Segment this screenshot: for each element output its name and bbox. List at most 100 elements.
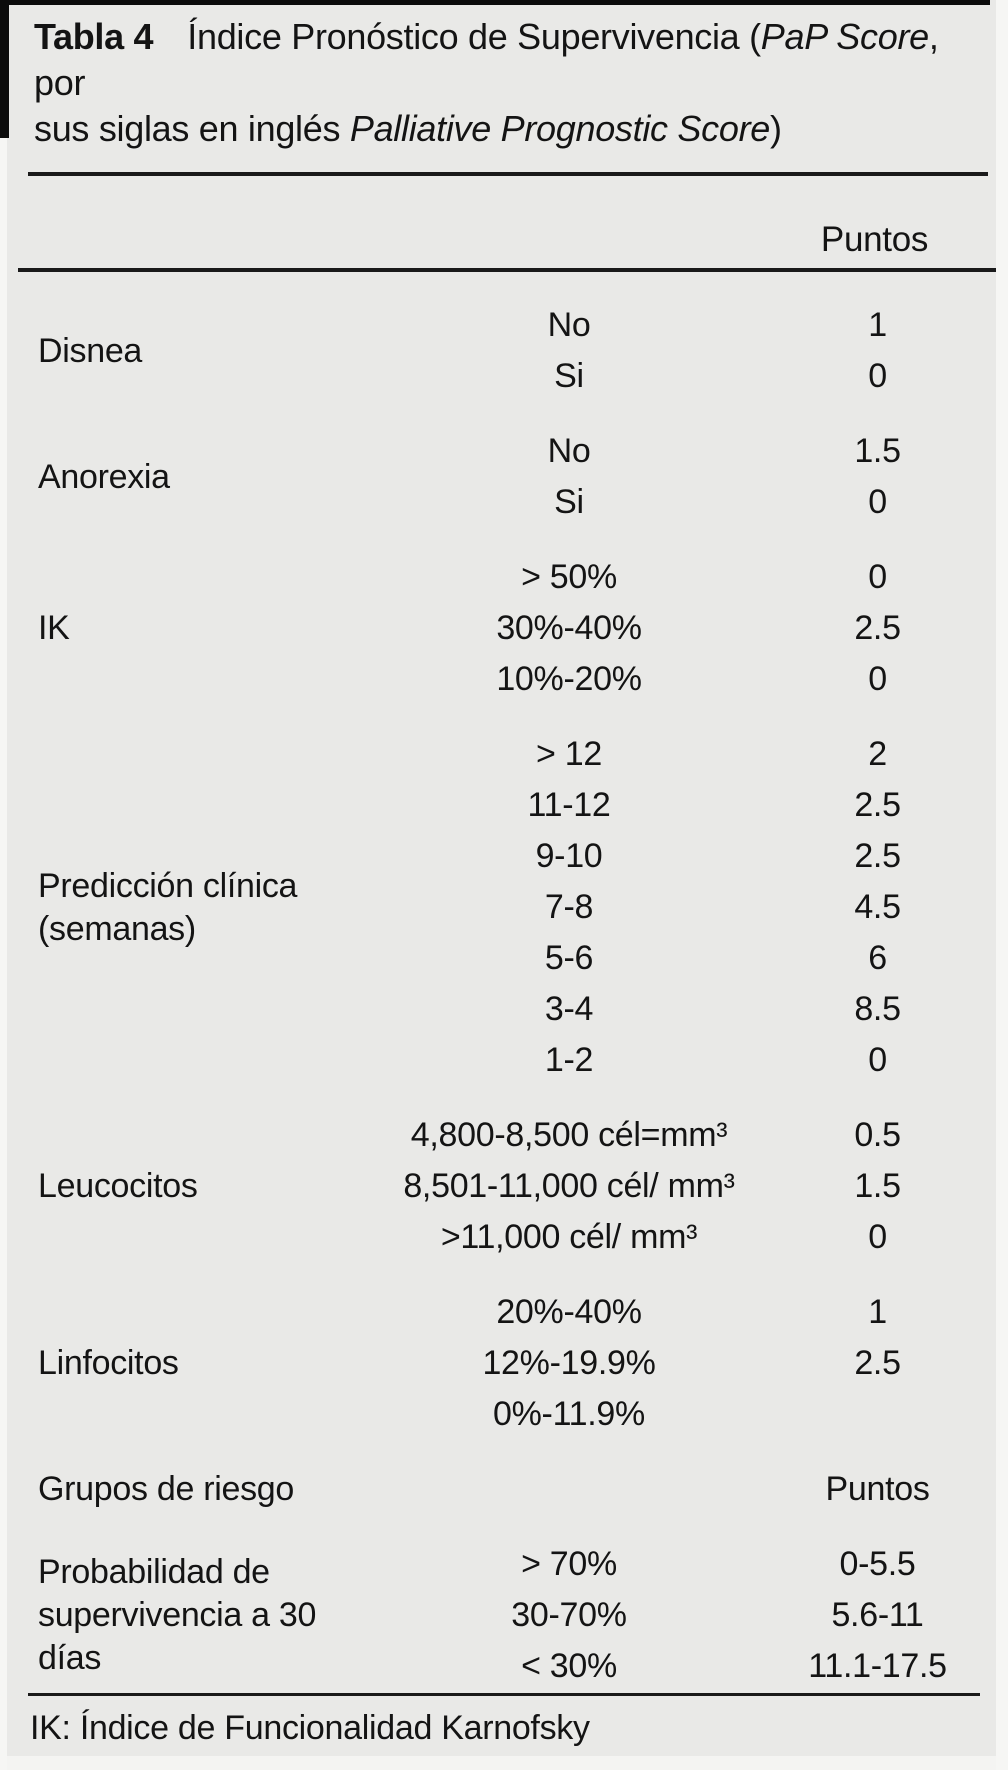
value-cell: No <box>547 432 591 470</box>
scan-edge-artifact-left <box>0 0 9 138</box>
value-cell: 30-70% <box>511 1596 627 1634</box>
points-cell: 4.5 <box>854 888 901 926</box>
table-row: > 70% 0-5.5 <box>368 1539 1008 1590</box>
table-row: 11-12 2.5 <box>368 780 1008 831</box>
table-row: 20%-40% 1 <box>368 1287 1008 1338</box>
value-cell: > 12 <box>536 735 602 773</box>
value-cell: 4,800-8,500 cél=mm³ <box>410 1116 728 1154</box>
points-cell: 2.5 <box>854 837 901 875</box>
points-cell: 5.6-11 <box>831 1596 924 1634</box>
points-cell: 2 <box>868 735 887 773</box>
group-rows: No 1.5 Si 0 <box>368 426 1008 528</box>
group-rows: > 12 2 11-12 2.5 9-10 2.5 7-8 4.5 5-6 <box>368 729 1008 1086</box>
table-title-block: Tabla 4 Índice Pronóstico de Supervivenci… <box>28 0 988 176</box>
points-cell: 2.5 <box>854 609 901 647</box>
value-cell: No <box>547 306 591 344</box>
value-cell: 9-10 <box>535 837 603 875</box>
group-rows: No 1 Si 0 <box>368 300 1008 402</box>
points-cell: 0.5 <box>854 1116 901 1154</box>
title-segment-1: Índice Pronóstico de Supervivencia ( <box>187 16 761 57</box>
value-cell: >11,000 cél/ mm³ <box>440 1218 698 1256</box>
value-cell: 3-4 <box>544 990 594 1028</box>
value-cell: > 70% <box>521 1545 617 1583</box>
table-number-label: Tabla 4 <box>34 16 154 57</box>
table-row: > 50% 0 <box>368 552 1008 603</box>
group-rows: > 50% 0 30%-40% 2.5 10%-20% 0 <box>368 552 1008 705</box>
table-group-probabilidad-supervivencia: Probabilidad de supervivencia a 30 días … <box>0 1539 1008 1692</box>
points-cell: 0 <box>868 558 887 596</box>
row-label-disnea: Disnea <box>38 331 143 370</box>
subheader-points-header: Puntos <box>825 1470 930 1508</box>
table-group-linfocitos: Linfocitos 20%-40% 1 12%-19.9% 2.5 0%-11… <box>0 1287 1008 1440</box>
table-group-ik: IK > 50% 0 30%-40% 2.5 10%-20% 0 <box>0 552 1008 705</box>
row-label-probabilidad: Probabilidad de supervivencia a 30 días <box>38 1553 317 1677</box>
title-italic-palliative: Palliative Prognostic Score <box>349 108 770 149</box>
points-cell: 2.5 <box>854 786 901 824</box>
table-title: Tabla 4 Índice Pronóstico de Supervivenci… <box>34 14 984 152</box>
value-cell: 20%-40% <box>496 1293 642 1331</box>
table-footer: IK: Índice de Funcionalidad Karnofsky <box>28 1693 980 1748</box>
table-row: 4,800-8,500 cél=mm³ 0.5 <box>368 1110 1008 1161</box>
table-row: No 1 <box>368 300 1008 351</box>
table-row: 30%-40% 2.5 <box>368 603 1008 654</box>
table-body: Disnea No 1 Si 0 Anorexia No 1.5 <box>0 272 1008 1693</box>
points-cell: 1.5 <box>854 1167 901 1205</box>
points-column-header: Puntos <box>820 220 929 259</box>
table-row: No 1.5 <box>368 426 1008 477</box>
table-group-leucocitos: Leucocitos 4,800-8,500 cél=mm³ 0.5 8,501… <box>0 1110 1008 1263</box>
row-label-leucocitos: Leucocitos <box>38 1167 198 1205</box>
table-row: 3-4 8.5 <box>368 984 1008 1035</box>
points-cell: 11.1-17.5 <box>808 1647 947 1685</box>
value-cell: 8,501-11,000 cél/ mm³ <box>403 1167 735 1205</box>
table-group-prediccion-clinica: Predicción clínica (semanas) > 12 2 11-1… <box>0 729 1008 1086</box>
table-row: 8,501-11,000 cél/ mm³ 1.5 <box>368 1161 1008 1212</box>
table-row: Si 0 <box>368 477 1008 528</box>
table-row: 9-10 2.5 <box>368 831 1008 882</box>
value-cell: 5-6 <box>544 939 594 977</box>
points-cell: 2.5 <box>854 1344 901 1382</box>
column-header-row: Puntos <box>18 176 1000 272</box>
table-row: 1-2 0 <box>368 1035 1008 1086</box>
points-cell: 0 <box>868 1218 887 1256</box>
points-cell: 0 <box>868 483 887 521</box>
scan-edge-artifact-right <box>996 0 1008 1770</box>
table-row: 0%-11.9% <box>368 1389 1008 1440</box>
table-row: 5-6 6 <box>368 933 1008 984</box>
table-row: Si 0 <box>368 351 1008 402</box>
title-segment-3: ) <box>769 108 782 149</box>
points-cell: 0-5.5 <box>839 1545 916 1583</box>
title-segment-2: , por sus siglas en inglés <box>34 16 939 149</box>
scan-edge-artifact-left-light <box>0 138 7 1770</box>
table-row: >11,000 cél/ mm³ 0 <box>368 1212 1008 1263</box>
scan-edge-artifact-top <box>0 0 990 5</box>
row-label-ik: IK <box>38 609 70 647</box>
table-row: 30-70% 5.6-11 <box>368 1590 1008 1641</box>
subheader-label: Grupos de riesgo <box>38 1470 295 1508</box>
row-label-prediccion-clinica: Predicción clínica (semanas) <box>38 866 298 948</box>
value-cell: 11-12 <box>527 786 611 824</box>
points-cell: 1.5 <box>854 432 901 470</box>
table-row: > 12 2 <box>368 729 1008 780</box>
points-cell: 1 <box>868 1293 887 1331</box>
value-cell: 10%-20% <box>496 660 642 698</box>
value-cell: 12%-19.9% <box>482 1344 656 1382</box>
value-cell: < 30% <box>521 1647 617 1685</box>
risk-groups-subheader-row: Grupos de riesgo Puntos <box>0 1464 1008 1515</box>
value-cell: 30%-40% <box>496 609 642 647</box>
table-row: 12%-19.9% 2.5 <box>368 1338 1008 1389</box>
group-rows: 4,800-8,500 cél=mm³ 0.5 8,501-11,000 cél… <box>368 1110 1008 1263</box>
row-label-linfocitos: Linfocitos <box>38 1344 179 1382</box>
table-row: 10%-20% 0 <box>368 654 1008 705</box>
value-cell: 1-2 <box>544 1041 594 1079</box>
value-cell: > 50% <box>521 558 617 596</box>
table-row: < 30% 11.1-17.5 <box>368 1641 1008 1692</box>
group-rows: 20%-40% 1 12%-19.9% 2.5 0%-11.9% <box>368 1287 1008 1440</box>
value-cell: 7-8 <box>544 888 594 926</box>
points-cell: 0 <box>868 660 887 698</box>
points-cell: 0 <box>868 1041 887 1079</box>
points-cell: 8.5 <box>854 990 901 1028</box>
table-row: 7-8 4.5 <box>368 882 1008 933</box>
table-group-anorexia: Anorexia No 1.5 Si 0 <box>0 426 1008 528</box>
title-italic-pap-score: PaP Score <box>760 16 929 57</box>
scan-edge-artifact-bottom <box>0 1756 1008 1770</box>
